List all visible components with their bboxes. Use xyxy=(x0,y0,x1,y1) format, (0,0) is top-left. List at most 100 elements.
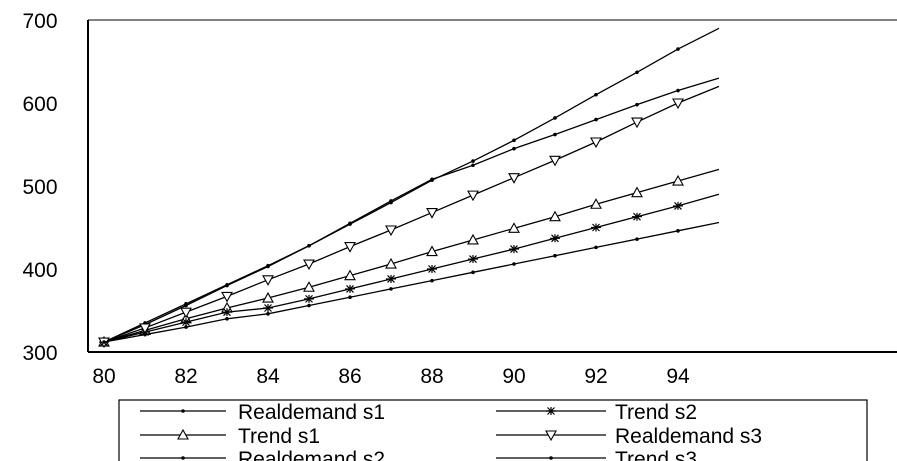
point-realdemand-s2-82 xyxy=(184,303,188,308)
point-trend-s3-85 xyxy=(307,303,311,308)
series-realdemand-s3 xyxy=(98,85,720,349)
point-realdemand-s2-93 xyxy=(635,102,639,107)
point-trend-s2-90 xyxy=(509,245,519,254)
point-realdemand-s1-91 xyxy=(553,116,557,120)
point-realdemand-s3-93 xyxy=(631,117,643,129)
point-realdemand-s2-94 xyxy=(676,88,680,93)
point-trend-s2-94 xyxy=(673,201,683,210)
point-realdemand-s1-89 xyxy=(471,159,475,163)
point-trend-s2-83 xyxy=(222,308,232,317)
point-trend-s3-87 xyxy=(389,287,393,291)
point-trend-s1-85 xyxy=(303,281,315,292)
point-realdemand-s2-89 xyxy=(471,163,475,168)
point-realdemand-s3-81 xyxy=(139,323,151,335)
point-realdemand-s2-83 xyxy=(225,283,229,288)
point-trend-s3-80 xyxy=(102,340,106,344)
x-tick-label-90: 90 xyxy=(502,365,525,388)
point-realdemand-s2-91 xyxy=(553,132,557,137)
point-realdemand-s3-91 xyxy=(549,155,561,167)
point-realdemand-s3-83 xyxy=(221,291,233,303)
series-line-realdemand-s1 xyxy=(103,27,720,343)
point-realdemand-s3-85 xyxy=(303,259,315,271)
legend-label-trend-s1: Trend s1 xyxy=(238,425,320,448)
series-layer xyxy=(98,27,720,349)
x-tick-label-94: 94 xyxy=(666,365,690,388)
point-realdemand-s3-89 xyxy=(467,190,479,202)
series-line-realdemand-s3 xyxy=(103,85,720,343)
point-trend-s3-92 xyxy=(594,245,598,250)
point-trend-s1-90 xyxy=(508,222,520,233)
legend-swatch-marker-realdemand-s1 xyxy=(181,409,185,413)
point-realdemand-s2-87 xyxy=(389,199,393,203)
point-realdemand-s1-94 xyxy=(676,47,680,51)
x-tick-label-88: 88 xyxy=(420,365,443,388)
legend-label-realdemand-s2: Realdemand s2 xyxy=(238,448,385,461)
point-realdemand-s3-92 xyxy=(590,137,602,149)
point-trend-s3-81 xyxy=(143,332,147,337)
point-realdemand-s2-90 xyxy=(512,146,516,151)
series-line-trend-s2 xyxy=(103,193,720,343)
point-trend-s2-92 xyxy=(591,223,601,232)
point-trend-s1-88 xyxy=(426,245,438,257)
point-trend-s1-91 xyxy=(549,210,561,222)
point-realdemand-s2-84 xyxy=(266,264,270,269)
point-trend-s2-89 xyxy=(468,255,478,264)
point-trend-s3-90 xyxy=(512,262,516,266)
legend-swatch-marker-realdemand-s3 xyxy=(545,430,557,442)
point-trend-s3-91 xyxy=(553,253,557,258)
series-realdemand-s2 xyxy=(102,77,720,344)
y-tick-label-400: 400 xyxy=(22,259,57,282)
point-trend-s3-86 xyxy=(348,295,352,300)
point-trend-s2-91 xyxy=(550,234,560,243)
point-trend-s3-94 xyxy=(676,229,680,233)
series-line-realdemand-s2 xyxy=(103,77,720,343)
y-tick-label-700: 700 xyxy=(22,10,57,33)
x-tick-label-80: 80 xyxy=(92,365,115,388)
legend-swatch-marker-trend-s1 xyxy=(177,428,189,440)
point-trend-s3-83 xyxy=(225,317,229,321)
point-trend-s3-89 xyxy=(471,270,475,275)
legend-swatch-marker-trend-s3 xyxy=(549,456,553,460)
point-realdemand-s1-92 xyxy=(594,92,598,97)
x-tick-label-92: 92 xyxy=(584,365,607,388)
point-realdemand-s3-87 xyxy=(385,225,397,237)
point-realdemand-s3-84 xyxy=(262,275,274,286)
point-trend-s2-88 xyxy=(427,265,437,273)
point-trend-s1-84 xyxy=(262,291,274,303)
y-tick-label-300: 300 xyxy=(22,342,57,365)
legend-label-trend-s2: Trend s2 xyxy=(615,401,697,424)
series-line-trend-s1 xyxy=(103,168,720,343)
y-tick-label-500: 500 xyxy=(22,176,57,199)
point-trend-s1-92 xyxy=(590,198,602,209)
point-realdemand-s2-88 xyxy=(430,177,434,182)
point-realdemand-s1-90 xyxy=(512,138,516,143)
point-realdemand-s3-82 xyxy=(180,307,192,319)
point-trend-s2-87 xyxy=(386,274,396,283)
legend: Realdemand s1 Trend s2 Trend s1 Realdema… xyxy=(118,399,868,461)
point-realdemand-s2-86 xyxy=(348,221,352,226)
series-trend-s3 xyxy=(102,221,720,344)
point-realdemand-s1-93 xyxy=(635,70,639,75)
point-trend-s2-85 xyxy=(304,294,314,303)
x-tick-label-82: 82 xyxy=(174,365,197,388)
legend-swatch-marker-realdemand-s2 xyxy=(181,456,185,460)
point-trend-s2-82 xyxy=(181,318,191,327)
point-realdemand-s2-85 xyxy=(307,243,311,248)
series-line-trend-s3 xyxy=(103,221,720,343)
point-realdemand-s2-92 xyxy=(594,117,598,122)
legend-label-realdemand-s3: Realdemand s3 xyxy=(615,425,762,448)
point-realdemand-s3-88 xyxy=(426,208,438,219)
point-trend-s2-84 xyxy=(263,304,273,313)
point-trend-s1-89 xyxy=(467,233,479,245)
legend-label-trend-s3: Trend s3 xyxy=(615,448,697,461)
legend-swatch-marker-trend-s2 xyxy=(546,407,556,415)
point-trend-s3-93 xyxy=(635,237,639,241)
point-trend-s1-87 xyxy=(385,257,397,269)
x-tick-label-84: 84 xyxy=(256,365,280,388)
point-trend-s2-86 xyxy=(345,284,355,293)
point-trend-s2-93 xyxy=(632,212,642,221)
point-trend-s3-88 xyxy=(430,278,434,283)
legend-label-realdemand-s1: Realdemand s1 xyxy=(238,401,385,424)
